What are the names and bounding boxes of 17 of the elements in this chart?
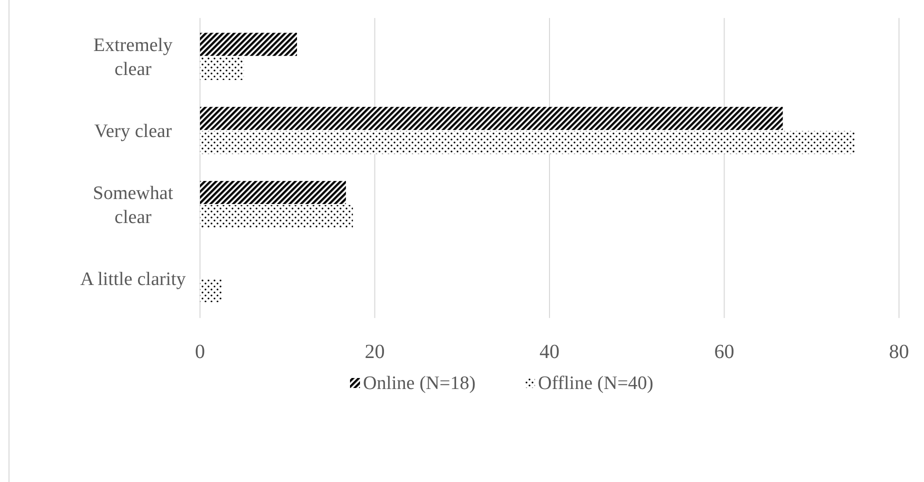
bar <box>200 205 353 228</box>
x-tick-label: 0 <box>195 341 205 363</box>
legend-label: Offline (N=40) <box>538 373 654 394</box>
bar <box>200 130 856 154</box>
x-tick-label: 20 <box>364 341 385 363</box>
y-tick-label: A little clarity <box>80 269 186 290</box>
bar <box>200 180 346 204</box>
bar <box>200 106 783 130</box>
x-tick-label: 40 <box>540 341 560 363</box>
y-tick-label: Somewhat clear <box>92 183 174 228</box>
bar <box>200 32 297 56</box>
y-tick-label: Very clear <box>94 120 172 142</box>
legend-label: Online (N=18) <box>363 373 476 394</box>
bar <box>200 56 244 80</box>
y-tick-label: Extremely clear <box>93 34 174 80</box>
x-tick-label: 80 <box>889 341 909 363</box>
x-tick-label: 60 <box>714 341 734 363</box>
